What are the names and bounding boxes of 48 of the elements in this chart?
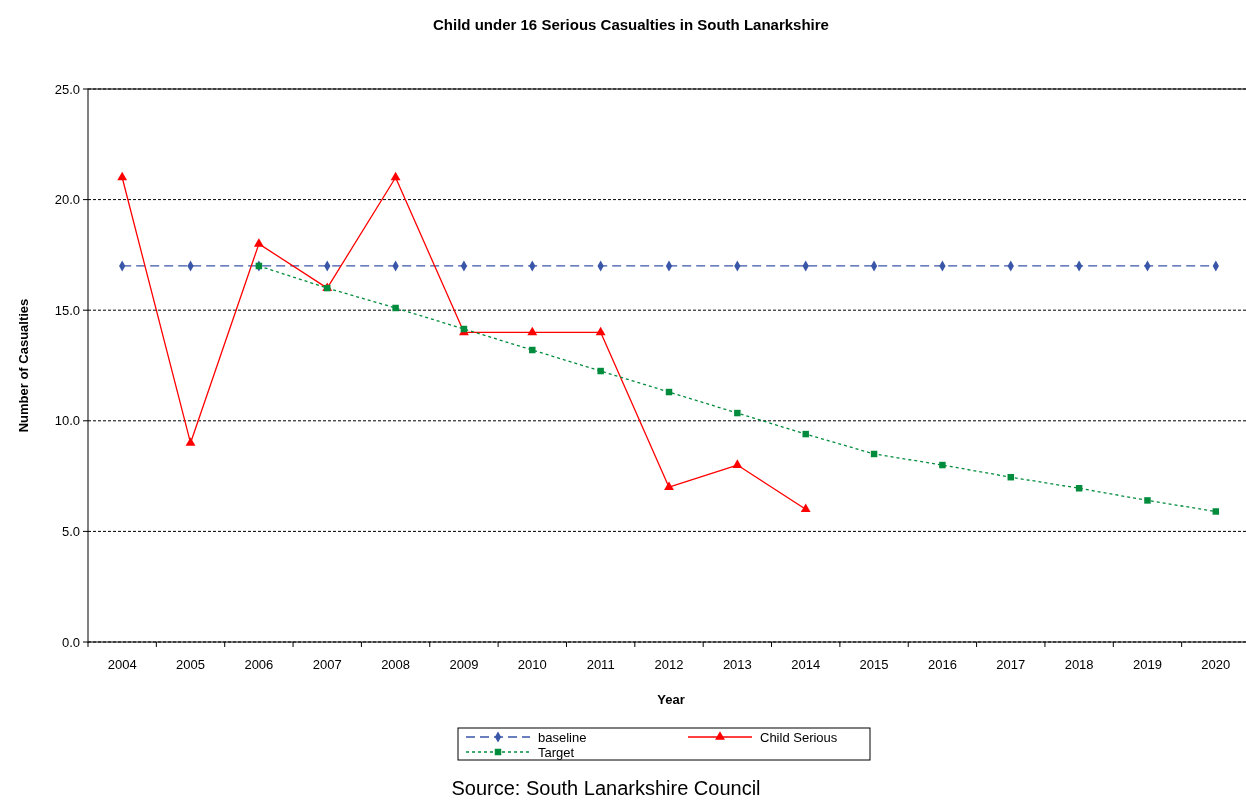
x-tick-label: 2014: [791, 657, 821, 672]
point: [595, 326, 606, 336]
point: [527, 326, 538, 336]
point: [597, 367, 604, 375]
x-tick-label: 2013: [722, 657, 752, 672]
legend-label: baseline: [538, 729, 587, 745]
x-tick-label: 2012: [654, 657, 684, 672]
point: [734, 409, 741, 417]
x-tick-label: 2007: [312, 657, 342, 672]
x-tick-label: 2016: [927, 657, 957, 672]
legend-label: Target: [538, 744, 575, 760]
point: [800, 503, 811, 513]
point: [664, 481, 674, 490]
point: [392, 304, 399, 312]
y-tick-label: 0.0: [61, 634, 80, 650]
x-tick-label: 2019: [1133, 657, 1162, 672]
point: [939, 461, 946, 469]
point: [1075, 485, 1083, 492]
x-tick-label: 2011: [586, 657, 615, 672]
x-tick-label: 2008: [381, 657, 411, 672]
x-tick-label: 2020: [1201, 657, 1231, 672]
y-tick-label: 10.0: [54, 413, 80, 429]
point: [185, 437, 196, 446]
y-axis-title: Number of Casualties: [16, 298, 31, 433]
point: [117, 171, 128, 181]
x-tick-label: 2006: [244, 657, 274, 672]
point: [802, 430, 809, 438]
point: [390, 171, 401, 181]
y-tick-label: 15.0: [54, 302, 80, 318]
x-tick-label: 2010: [517, 657, 547, 672]
point: [1144, 497, 1151, 504]
x-tick-label: 2015: [859, 657, 889, 672]
point: [529, 346, 536, 354]
y-tick-label: 20.0: [54, 192, 80, 208]
x-tick-label: 2017: [996, 657, 1026, 672]
x-tick-label: 2009: [449, 657, 479, 672]
x-axis-title: Year: [657, 692, 685, 707]
chart-title: Child under 16 Serious Casualties in South Lanarkshire: [433, 16, 829, 33]
x-tick-label: 2018: [1064, 657, 1094, 672]
x-tick-label: 2005: [176, 657, 205, 672]
legend-label: Child Serious: [760, 729, 838, 745]
y-tick-label: 5.0: [61, 523, 80, 539]
point: [1212, 508, 1220, 515]
x-tick-label: 2004: [107, 657, 137, 672]
point: [732, 459, 743, 468]
y-tick-label: 25.0: [54, 81, 80, 97]
point: [253, 238, 264, 247]
source-note: Source: South Lanarkshire Council: [451, 777, 761, 799]
